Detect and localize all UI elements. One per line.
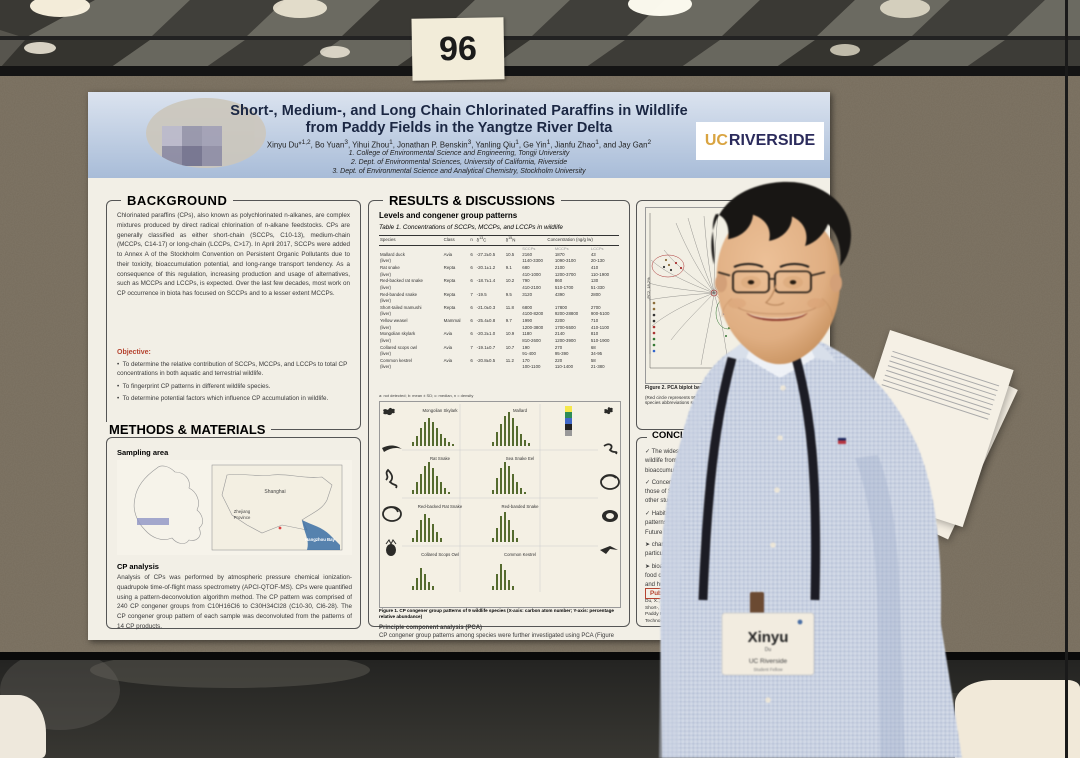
svg-text:PC2, 18.2%: PC2, 18.2% <box>646 277 651 299</box>
svg-text:Mongolian Skylark: Mongolian Skylark <box>422 408 458 413</box>
svg-text:PC1, 36.6%: PC1, 36.6% <box>715 374 737 379</box>
svg-text:Rat Snake: Rat Snake <box>430 456 451 461</box>
svg-text:Mallard: Mallard <box>513 408 528 413</box>
svg-text:Red-banded Snake: Red-banded Snake <box>501 504 539 509</box>
svg-text:Common Kestrel: Common Kestrel <box>504 552 536 557</box>
svg-text:Zhejiang: Zhejiang <box>234 509 251 514</box>
svg-text:Hangzhou Bay: Hangzhou Bay <box>305 537 335 542</box>
svg-text:Sea Snake Eel: Sea Snake Eel <box>506 456 534 461</box>
svg-text:Province: Province <box>234 515 251 520</box>
svg-text:Shanghai: Shanghai <box>264 489 285 495</box>
svg-text:Red-backed Rat Snake: Red-backed Rat Snake <box>418 504 463 509</box>
svg-text:Collared Scops Owl: Collared Scops Owl <box>421 552 459 557</box>
